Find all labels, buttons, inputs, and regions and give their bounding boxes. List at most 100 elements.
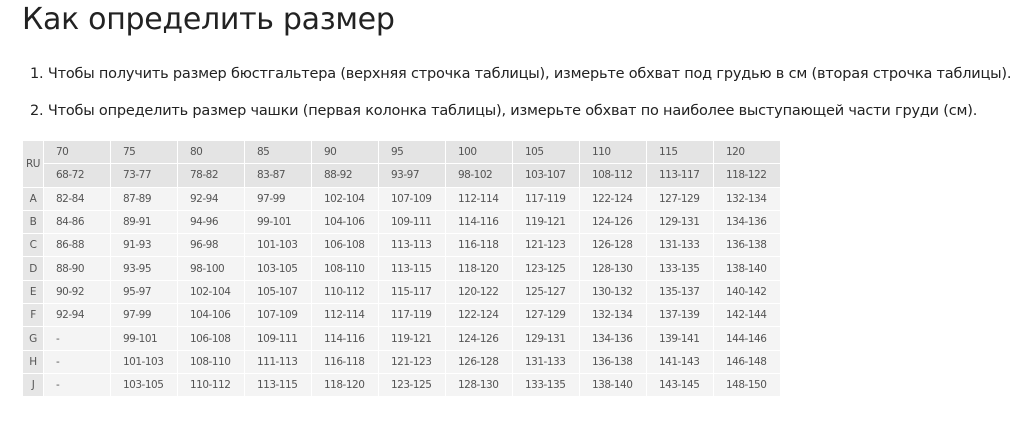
bust-cell: 140-142 <box>713 279 781 305</box>
bust-cell: 109-111 <box>244 326 312 351</box>
bust-cell: 120-122 <box>445 279 513 305</box>
bust-cell: 136-138 <box>579 349 647 374</box>
bust-cell: 127-129 <box>512 303 580 328</box>
bust-cell: 122-124 <box>579 186 647 211</box>
bust-cell: 122-124 <box>445 303 513 328</box>
bust-cell: 113-115 <box>244 372 312 398</box>
size-header: 85 <box>244 139 312 165</box>
bust-cell: 94-96 <box>177 209 245 235</box>
bust-cell: 121-123 <box>378 349 446 374</box>
bust-cell: 123-125 <box>512 256 580 281</box>
table-row: E 90-92 95-97 102-104 105-107 110-112 115-117 1… <box>22 279 781 305</box>
bust-cell: 104-106 <box>311 209 379 235</box>
bust-cell: 108-110 <box>177 349 245 374</box>
bust-cell: 107-109 <box>244 303 312 328</box>
bust-cell: 135-137 <box>646 279 714 305</box>
bust-cell: 84-86 <box>43 209 111 235</box>
bust-cell: 130-132 <box>579 279 647 305</box>
bust-cell: 95-97 <box>110 279 178 305</box>
bust-cell: 102-104 <box>177 279 245 305</box>
bust-cell: 141-143 <box>646 349 714 374</box>
underbust-cell: 113-117 <box>646 163 714 188</box>
underbust-cell: 68-72 <box>43 163 111 188</box>
bust-cell: 118-120 <box>311 372 379 398</box>
size-header: 120 <box>713 139 781 165</box>
bust-cell: 92-94 <box>43 303 111 328</box>
bust-cell: 128-130 <box>445 372 513 398</box>
bust-cell: 109-111 <box>378 209 446 235</box>
underbust-row: 68-72 73-77 78-82 83-87 88-92 93-97 98-102 103-… <box>23 163 781 188</box>
bust-cell: 142-144 <box>713 303 781 328</box>
size-header: 75 <box>110 139 178 165</box>
bust-cell: 131-133 <box>646 233 714 258</box>
size-header: 80 <box>177 139 245 165</box>
bust-cell: 131-133 <box>512 349 580 374</box>
bust-cell: 101-103 <box>110 349 178 374</box>
bust-cell: 99-101 <box>110 326 178 351</box>
underbust-cell: 78-82 <box>177 163 245 188</box>
bust-cell: 139-141 <box>646 326 714 351</box>
bust-cell: 110-112 <box>177 372 245 398</box>
bust-cell: 98-100 <box>177 256 245 281</box>
bust-cell: 99-101 <box>244 209 312 235</box>
bust-cell: 124-126 <box>579 209 647 235</box>
bust-cell: 126-128 <box>579 233 647 258</box>
table-row: G -99-101 106-108 109-111 114-116 119-121 124-… <box>22 326 781 351</box>
bust-cell: 129-131 <box>646 209 714 235</box>
bust-cell: 110-112 <box>311 279 379 305</box>
bust-cell: 146-148 <box>713 349 781 374</box>
size-header: 70 <box>43 139 111 165</box>
bust-cell: 125-127 <box>512 279 580 305</box>
bust-cell: 144-146 <box>713 326 781 351</box>
bust-cell: 117-119 <box>378 303 446 328</box>
table-row: J -103-105 110-112 113-115 118-120 123-125 128… <box>22 372 781 398</box>
cup-label: J <box>22 372 44 398</box>
bust-cell: 103-105 <box>110 372 178 398</box>
size-header: 90 <box>311 139 379 165</box>
bust-cell: 133-135 <box>512 372 580 398</box>
underbust-cell: 73-77 <box>110 163 178 188</box>
bust-cell: 134-136 <box>713 209 781 235</box>
cup-label: F <box>22 303 44 328</box>
underbust-cell: 83-87 <box>244 163 312 188</box>
underbust-cell: 88-92 <box>311 163 379 188</box>
bust-cell: 127-129 <box>646 186 714 211</box>
bust-cell: 132-134 <box>579 303 647 328</box>
bust-cell: 97-99 <box>110 303 178 328</box>
bust-cell: 86-88 <box>43 233 111 258</box>
bust-cell: 106-108 <box>311 233 379 258</box>
underbust-cell: 98-102 <box>445 163 513 188</box>
cup-label: H <box>22 349 44 374</box>
bust-cell: 103-105 <box>244 256 312 281</box>
underbust-cell: 108-112 <box>579 163 647 188</box>
bust-cell: 105-107 <box>244 279 312 305</box>
size-header: 105 <box>512 139 580 165</box>
bust-cell: 114-116 <box>445 209 513 235</box>
bust-cell: 113-115 <box>378 256 446 281</box>
cup-label: G <box>22 326 44 351</box>
bust-cell: 129-131 <box>512 326 580 351</box>
bust-cell: 114-116 <box>311 326 379 351</box>
underbust-cell: 93-97 <box>378 163 446 188</box>
bust-cell: 117-119 <box>512 186 580 211</box>
bust-cell: 92-94 <box>177 186 245 211</box>
bust-cell: 111-113 <box>244 349 312 374</box>
bust-cell: 143-145 <box>646 372 714 398</box>
bust-cell: 128-130 <box>579 256 647 281</box>
bust-cell: 91-93 <box>110 233 178 258</box>
bust-cell: - <box>43 326 111 351</box>
bust-cell: 106-108 <box>177 326 245 351</box>
bust-cell: 107-109 <box>378 186 446 211</box>
bust-cell: 119-121 <box>378 326 446 351</box>
bust-cell: 96-98 <box>177 233 245 258</box>
table-row: F 92-94 97-99 104-106 107-109 112-114 117-119 1… <box>22 303 781 328</box>
size-header-row: RU 70 75 80 85 90 95 100 105 110 115 120 <box>22 139 781 188</box>
bust-cell: 123-125 <box>378 372 446 398</box>
bust-cell: - <box>43 372 111 398</box>
table-row: B 84-86 89-91 94-96 99-101 104-106 109-111 114-… <box>22 209 781 235</box>
table-row: A 82-84 87-89 92-94 97-99 102-104 107-109 112-1… <box>22 186 781 211</box>
bust-cell: 126-128 <box>445 349 513 374</box>
bust-cell: 113-113 <box>378 233 446 258</box>
bust-cell: 116-118 <box>445 233 513 258</box>
table-row: C 86-88 91-93 96-98 101-103 106-108 113-113 116… <box>22 233 781 258</box>
